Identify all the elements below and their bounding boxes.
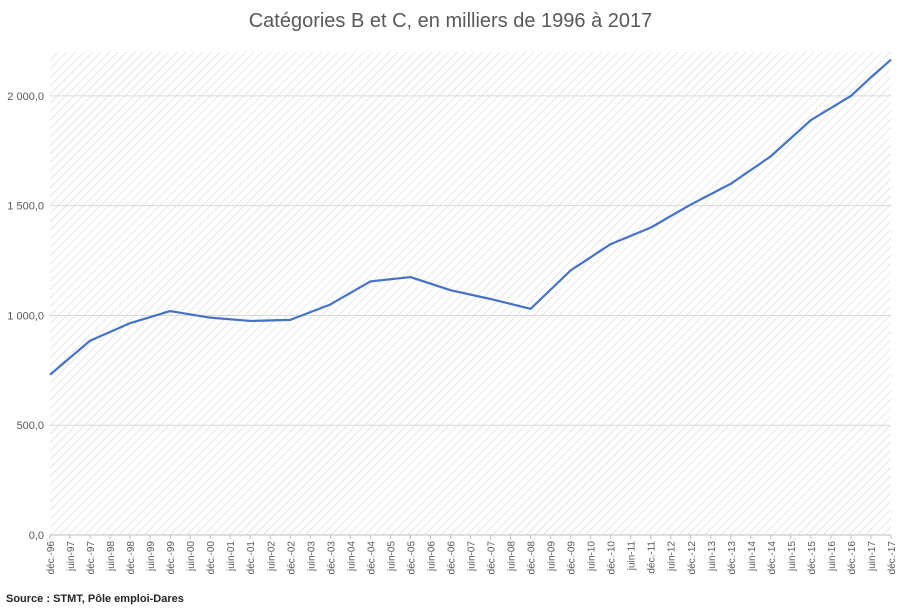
- x-tick-label: juin-08: [507, 541, 518, 572]
- x-tick-label: déc.-03: [326, 541, 337, 575]
- x-tick-label: déc.-08: [527, 541, 538, 575]
- x-tick-label: juin-10: [587, 541, 598, 572]
- x-tick-label: déc.-15: [807, 541, 818, 575]
- x-tick-label: déc.-10: [607, 541, 618, 575]
- x-tick-label: déc.-17: [887, 541, 898, 575]
- x-tick-label: juin-07: [467, 541, 478, 572]
- y-tick-label: 2 000,0: [7, 91, 44, 103]
- x-tick-label: déc.-12: [687, 541, 698, 575]
- x-tick-label: juin-16: [827, 541, 838, 572]
- x-tick-label: juin-06: [426, 541, 437, 572]
- x-tick-label: juin-13: [707, 541, 718, 572]
- x-tick-label: déc.-00: [206, 541, 217, 575]
- x-tick-label: juin-98: [106, 541, 117, 572]
- x-tick-label: déc.-01: [246, 541, 257, 575]
- x-tick-label: déc.-02: [286, 541, 297, 575]
- x-axis-ticks: déc.-96 juin-97 déc.-97 juin-98 déc.-98 juin-…: [46, 534, 898, 575]
- x-tick-label: déc.-07: [487, 541, 498, 575]
- x-tick-label: déc.-13: [727, 541, 738, 575]
- y-tick-label: 1 500,0: [7, 201, 44, 213]
- x-tick-label: juin-09: [547, 541, 558, 572]
- x-tick-label: juin-15: [787, 541, 798, 572]
- x-tick-label: juin-01: [226, 541, 237, 572]
- y-tick-label: 500,0: [16, 420, 44, 432]
- chart-title: Catégories B et C, en milliers de 1996 à…: [248, 10, 653, 32]
- source-note: Source : STMT, Pôle emploi-Dares: [6, 593, 184, 605]
- x-tick-label: juin-00: [186, 541, 197, 572]
- x-tick-label: juin-12: [667, 541, 678, 572]
- x-tick-label: juin-05: [386, 541, 397, 572]
- y-tick-label: 0,0: [29, 530, 44, 542]
- x-tick-label: juin-17: [867, 541, 878, 572]
- x-tick-label: juin-04: [346, 541, 357, 572]
- x-tick-label: déc.-04: [366, 541, 377, 575]
- x-tick-label: juin-14: [747, 541, 758, 572]
- series-layer: [49, 58, 892, 376]
- x-tick-label: juin-02: [266, 541, 277, 572]
- x-tick-label: déc.-09: [567, 541, 578, 575]
- x-tick-label: juin-11: [627, 541, 638, 572]
- x-tick-label: déc.-96: [46, 541, 57, 575]
- x-tick-label: déc.-06: [446, 541, 457, 575]
- y-axis-ticks: 0,0 500,0 1 000,0 1 500,0 2 000,0: [7, 91, 44, 542]
- x-tick-label: déc.-99: [166, 541, 177, 575]
- x-tick-label: déc.-97: [86, 541, 97, 575]
- x-tick-label: déc.-11: [647, 541, 658, 574]
- x-tick-label: déc.-14: [767, 541, 778, 575]
- x-tick-label: déc.-98: [126, 541, 137, 575]
- x-tick-label: juin-99: [146, 541, 157, 572]
- x-tick-label: déc.-05: [406, 541, 417, 575]
- y-tick-label: 1 000,0: [7, 310, 44, 322]
- x-tick-label: déc.-16: [847, 541, 858, 575]
- x-tick-label: juin-97: [66, 541, 77, 572]
- x-tick-label: juin-03: [306, 541, 317, 572]
